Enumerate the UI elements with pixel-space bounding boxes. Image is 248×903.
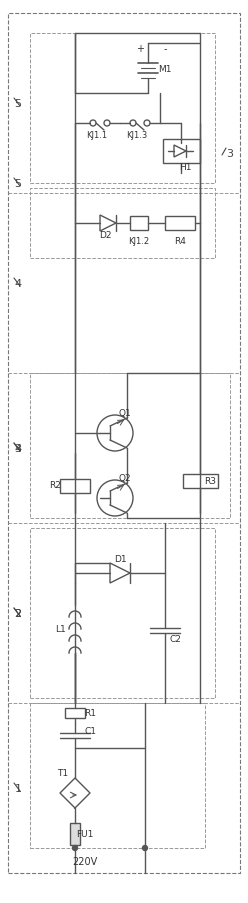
Text: FU1: FU1 xyxy=(76,830,94,839)
Bar xyxy=(30,34,215,184)
Text: KJ1.3: KJ1.3 xyxy=(126,131,148,140)
Text: C1: C1 xyxy=(84,727,96,736)
Circle shape xyxy=(97,415,133,452)
Bar xyxy=(163,140,200,163)
Text: R1: R1 xyxy=(84,709,96,718)
Text: H1: H1 xyxy=(179,163,191,172)
Circle shape xyxy=(97,480,133,517)
Text: 5: 5 xyxy=(14,99,22,109)
Text: 2: 2 xyxy=(14,609,22,619)
Text: 220V: 220V xyxy=(72,856,98,866)
Bar xyxy=(165,217,195,231)
Bar xyxy=(30,374,230,518)
Bar xyxy=(60,479,90,493)
Polygon shape xyxy=(110,563,130,583)
Bar xyxy=(30,189,215,259)
Text: C2: C2 xyxy=(169,634,181,643)
Circle shape xyxy=(72,845,78,851)
Text: 4: 4 xyxy=(14,279,22,289)
Text: M1: M1 xyxy=(158,64,172,73)
Bar xyxy=(65,708,85,718)
Text: +: + xyxy=(136,44,144,54)
Bar xyxy=(30,703,205,848)
Text: Q1: Q1 xyxy=(119,409,131,418)
Polygon shape xyxy=(174,146,186,158)
Circle shape xyxy=(104,121,110,126)
Polygon shape xyxy=(100,216,116,232)
Bar xyxy=(30,528,215,698)
Text: 1: 1 xyxy=(14,783,22,793)
Text: R3: R3 xyxy=(204,477,216,486)
Circle shape xyxy=(144,121,150,126)
Text: R4: R4 xyxy=(174,237,186,247)
Text: R2: R2 xyxy=(49,481,61,490)
Text: -: - xyxy=(163,44,167,54)
Bar xyxy=(130,217,148,231)
Text: 5: 5 xyxy=(14,179,22,189)
Bar xyxy=(70,824,80,845)
Text: D1: D1 xyxy=(114,554,126,563)
Bar xyxy=(183,474,218,489)
Text: KJ1.1: KJ1.1 xyxy=(87,131,108,140)
Circle shape xyxy=(90,121,96,126)
Text: T1: T1 xyxy=(58,768,68,777)
Text: KJ1.2: KJ1.2 xyxy=(128,237,150,247)
Circle shape xyxy=(143,845,148,851)
Text: 3: 3 xyxy=(14,443,22,453)
Text: 2: 2 xyxy=(14,609,22,619)
Text: Q2: Q2 xyxy=(119,474,131,483)
Text: 3: 3 xyxy=(226,149,234,159)
Text: D2: D2 xyxy=(99,231,111,240)
Text: 4: 4 xyxy=(14,443,22,453)
Text: L1: L1 xyxy=(55,624,65,633)
Circle shape xyxy=(130,121,136,126)
